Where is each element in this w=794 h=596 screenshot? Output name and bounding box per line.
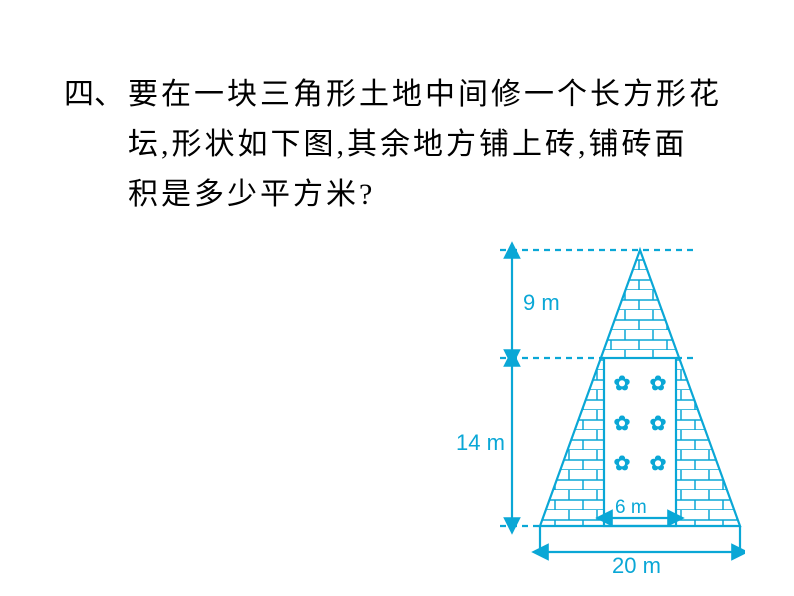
- svg-text:✿: ✿: [614, 453, 631, 475]
- svg-text:✿: ✿: [650, 373, 667, 395]
- svg-text:✿: ✿: [614, 413, 631, 435]
- question-body: 要在一块三角形土地中间修一个长方形花 坛,形状如下图,其余地方铺上砖,铺砖面 积…: [128, 70, 736, 220]
- geometry-figure: ✿ ✿ ✿ ✿ ✿ ✿ 9 m 14 m 6 m 20 m: [415, 230, 745, 580]
- question-block: 四、 要在一块三角形土地中间修一个长方形花 坛,形状如下图,其余地方铺上砖,铺砖…: [64, 70, 736, 220]
- label-20m: 20 m: [612, 553, 661, 578]
- svg-text:✿: ✿: [650, 453, 667, 475]
- svg-text:✿: ✿: [614, 373, 631, 395]
- question-line-3: 积是多少平方米?: [128, 170, 736, 220]
- svg-text:✿: ✿: [650, 413, 667, 435]
- question-number: 四、: [64, 70, 124, 120]
- label-6m: 6 m: [615, 497, 647, 518]
- question-line-2: 坛,形状如下图,其余地方铺上砖,铺砖面: [128, 120, 736, 170]
- label-9m: 9 m: [523, 290, 560, 315]
- question-line-1: 要在一块三角形土地中间修一个长方形花: [128, 70, 736, 120]
- label-14m: 14 m: [456, 430, 505, 455]
